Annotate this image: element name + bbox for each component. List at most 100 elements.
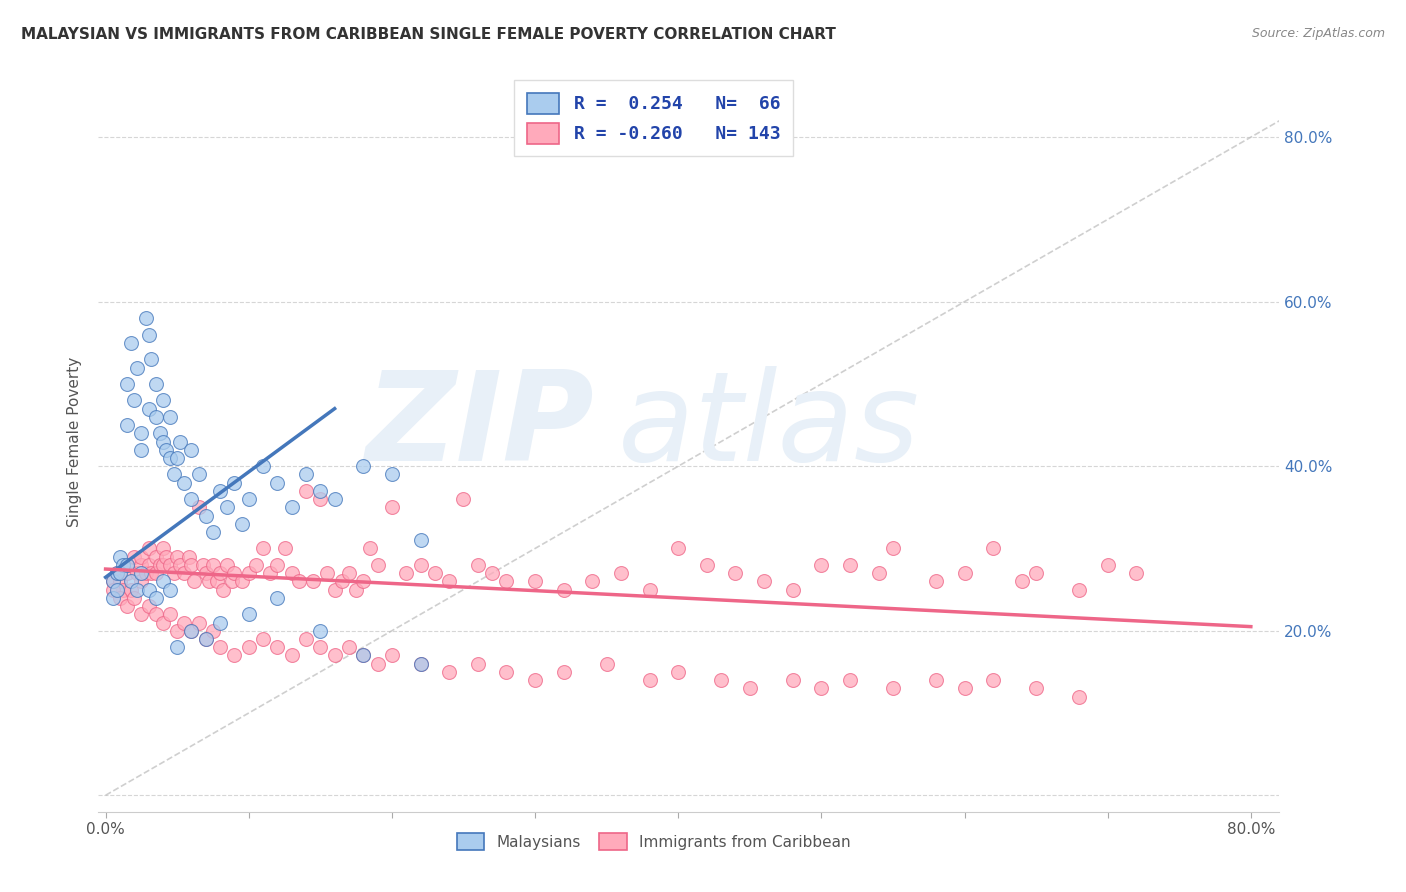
Point [981,541,1004,556]
Point [925,673,948,687]
Point [101,574,124,589]
Point [145,591,167,605]
Point [131,607,153,622]
Point [138,327,160,342]
Point [839,558,862,572]
Point [330,574,353,589]
Point [187,467,209,482]
Point [367,558,389,572]
Point [238,640,260,655]
Point [359,541,381,556]
Point [295,467,318,482]
Point [409,558,432,572]
Point [638,673,661,687]
Point [245,558,267,572]
Point [149,558,172,572]
Point [309,624,332,638]
Point [209,615,232,630]
Point [163,467,186,482]
Point [288,574,311,589]
Text: MALAYSIAN VS IMMIGRANTS FROM CARIBBEAN SINGLE FEMALE POVERTY CORRELATION CHART: MALAYSIAN VS IMMIGRANTS FROM CARIBBEAN S… [21,27,837,42]
Point [209,483,232,498]
Point [1097,558,1119,572]
Point [152,558,174,572]
Point [131,549,153,564]
Point [882,681,904,696]
Point [122,393,145,408]
Point [273,541,295,556]
Point [344,582,367,597]
Point [323,648,346,663]
Point [115,558,138,572]
Point [115,376,138,391]
Point [266,475,288,490]
Point [138,582,160,597]
Point [1025,681,1047,696]
Point [122,591,145,605]
Point [135,566,157,581]
Point [1125,566,1147,581]
Point [180,624,202,638]
Point [217,500,239,515]
Point [224,475,246,490]
Point [145,607,167,622]
Point [191,558,214,572]
Point [120,335,142,350]
Point [953,566,976,581]
Point [302,574,325,589]
Point [155,442,177,457]
Point [467,657,489,671]
Point [145,409,167,424]
Point [101,582,124,597]
Point [135,311,157,326]
Point [212,582,235,597]
Point [409,657,432,671]
Point [381,648,404,663]
Point [553,582,575,597]
Point [131,566,153,581]
Point [337,566,360,581]
Point [238,607,260,622]
Point [810,681,832,696]
Point [524,673,547,687]
Point [839,673,862,687]
Point [159,409,181,424]
Point [752,574,775,589]
Point [352,648,374,663]
Point [145,566,167,581]
Point [152,393,174,408]
Point [138,541,160,556]
Point [280,500,302,515]
Point [108,549,131,564]
Point [238,492,260,507]
Point [238,566,260,581]
Point [131,558,153,572]
Point [194,632,217,646]
Point [323,492,346,507]
Y-axis label: Single Female Poverty: Single Female Poverty [67,357,83,526]
Point [738,681,761,696]
Point [553,665,575,679]
Point [115,418,138,433]
Point [231,574,253,589]
Point [152,434,174,449]
Point [149,426,172,441]
Point [437,665,460,679]
Point [953,681,976,696]
Point [122,549,145,564]
Point [159,558,181,572]
Point [217,558,239,572]
Point [1025,566,1047,581]
Point [280,566,302,581]
Legend: Malaysians, Immigrants from Caribbean: Malaysians, Immigrants from Caribbean [447,823,859,860]
Point [111,558,134,572]
Point [395,566,418,581]
Point [108,574,131,589]
Point [138,401,160,416]
Point [207,574,229,589]
Point [481,566,503,581]
Point [409,657,432,671]
Point [194,508,217,523]
Point [101,574,124,589]
Point [782,673,804,687]
